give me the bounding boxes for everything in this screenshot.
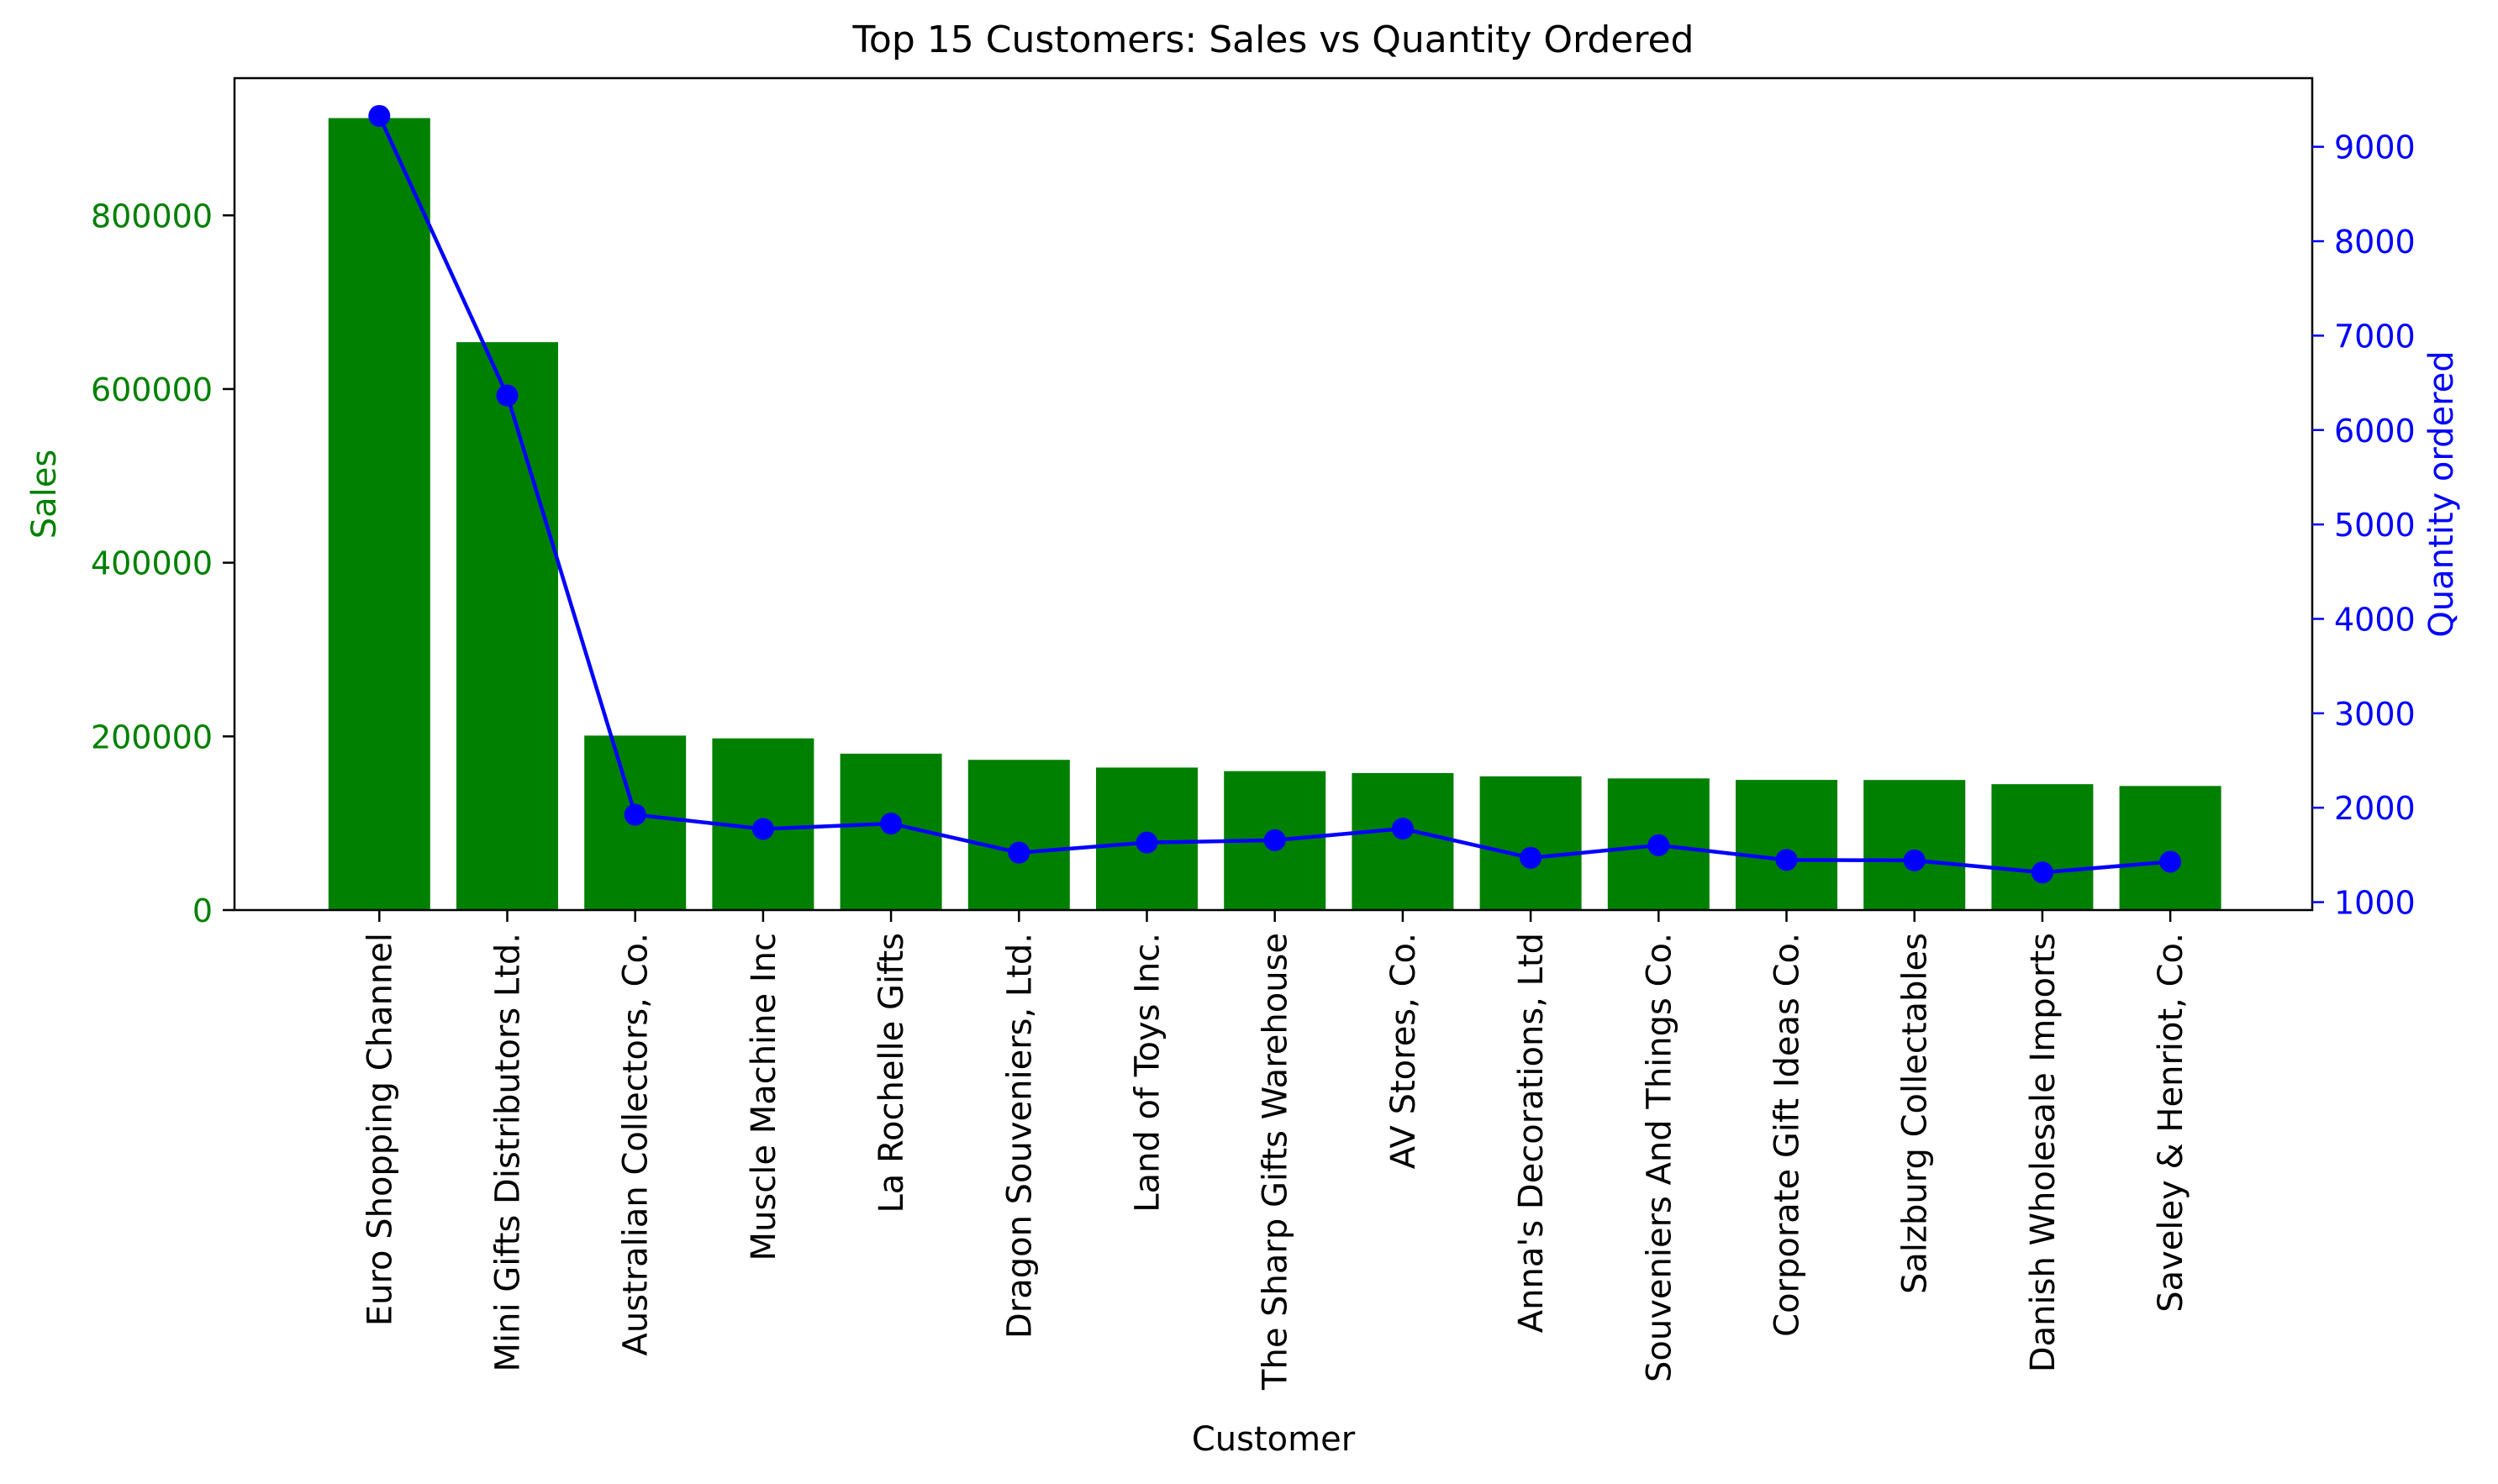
plot-frame [233, 76, 2314, 912]
left-axis: 0 200000 400000 600000 800000 [91, 197, 235, 929]
x-tick-label: Anna's Decorations, Ltd [1512, 933, 1551, 1333]
x-tick-label: Dragon Souveniers, Ltd. [1000, 933, 1039, 1339]
x-tick-label: Danish Wholesale Imports [2024, 933, 2063, 1372]
left-axis-label: Sales [25, 450, 64, 539]
x-tick-label: Euro Shopping Channel [361, 933, 399, 1326]
line-point [496, 384, 519, 407]
line-point [1263, 829, 1286, 851]
right-tick-label: 2000 [2334, 790, 2416, 827]
chart-title: Top 15 Customers: Sales vs Quantity Orde… [852, 18, 1694, 61]
line-point [1903, 849, 1926, 871]
x-axis: Euro Shopping Channel Mini Gifts Distribu… [361, 910, 2190, 1391]
x-tick-label: Mini Gifts Distributors Ltd. [489, 933, 528, 1372]
x-tick-label: Muscle Machine Inc [745, 933, 783, 1260]
right-axis-label: Quantity ordered [2422, 350, 2461, 637]
line-point [880, 813, 903, 835]
right-tick-label: 3000 [2334, 696, 2416, 733]
right-tick-label: 8000 [2334, 224, 2416, 260]
x-tick-label: Corporate Gift Ideas Co. [1768, 933, 1807, 1337]
bar [967, 760, 1070, 910]
line-point [1520, 846, 1542, 869]
right-tick-label: 9000 [2334, 129, 2416, 166]
bar [1991, 784, 2094, 910]
line-point [1391, 818, 1414, 840]
right-tick-label: 4000 [2334, 601, 2416, 638]
x-tick-label: AV Stores, Co. [1384, 933, 1423, 1169]
left-tick-label: 600000 [91, 371, 213, 408]
line-layer [368, 104, 2182, 884]
line-point [368, 104, 391, 127]
x-tick-label: Land of Toys Inc. [1129, 933, 1167, 1213]
line-point [2159, 850, 2182, 873]
bar [2119, 786, 2221, 910]
bar [1863, 780, 1966, 910]
line-point [2031, 861, 2053, 884]
line-point [1008, 841, 1030, 864]
bar [1479, 776, 1582, 910]
bar [328, 118, 430, 911]
x-tick-label: Saveley & Henriot, Co. [2152, 933, 2190, 1313]
bar [1736, 780, 1837, 910]
right-tick-label: 7000 [2334, 318, 2416, 355]
x-tick-label: The Sharp Gifts Warehouse [1257, 933, 1295, 1391]
x-tick-label: Salzburg Collectables [1896, 933, 1935, 1294]
x-tick-label: Australian Collectors, Co. [617, 933, 656, 1356]
line-point [1136, 831, 1158, 854]
left-tick-label: 0 [192, 892, 213, 929]
line-point [624, 803, 646, 826]
right-axis: 1000 2000 3000 4000 5000 6000 7000 8000 9000 [2312, 129, 2416, 922]
left-tick-label: 200000 [91, 718, 213, 755]
x-tick-label: Souveniers And Things Co. [1640, 933, 1679, 1382]
right-tick-label: 5000 [2334, 507, 2416, 544]
right-tick-label: 6000 [2334, 413, 2416, 450]
x-axis-label: Customer [1192, 1420, 1356, 1459]
line-point [751, 818, 774, 840]
bar [456, 342, 558, 910]
line-point [1647, 834, 1670, 856]
line-point [1775, 849, 1798, 871]
left-tick-label: 400000 [91, 545, 213, 582]
x-tick-label: La Rochelle Gifts [872, 933, 911, 1213]
right-tick-label: 1000 [2334, 885, 2416, 922]
left-tick-label: 800000 [91, 197, 213, 234]
bar [1352, 772, 1454, 910]
